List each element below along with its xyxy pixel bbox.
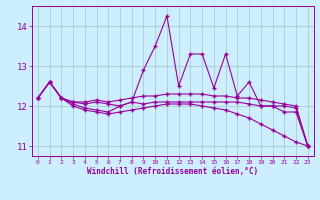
X-axis label: Windchill (Refroidissement éolien,°C): Windchill (Refroidissement éolien,°C) <box>87 167 258 176</box>
